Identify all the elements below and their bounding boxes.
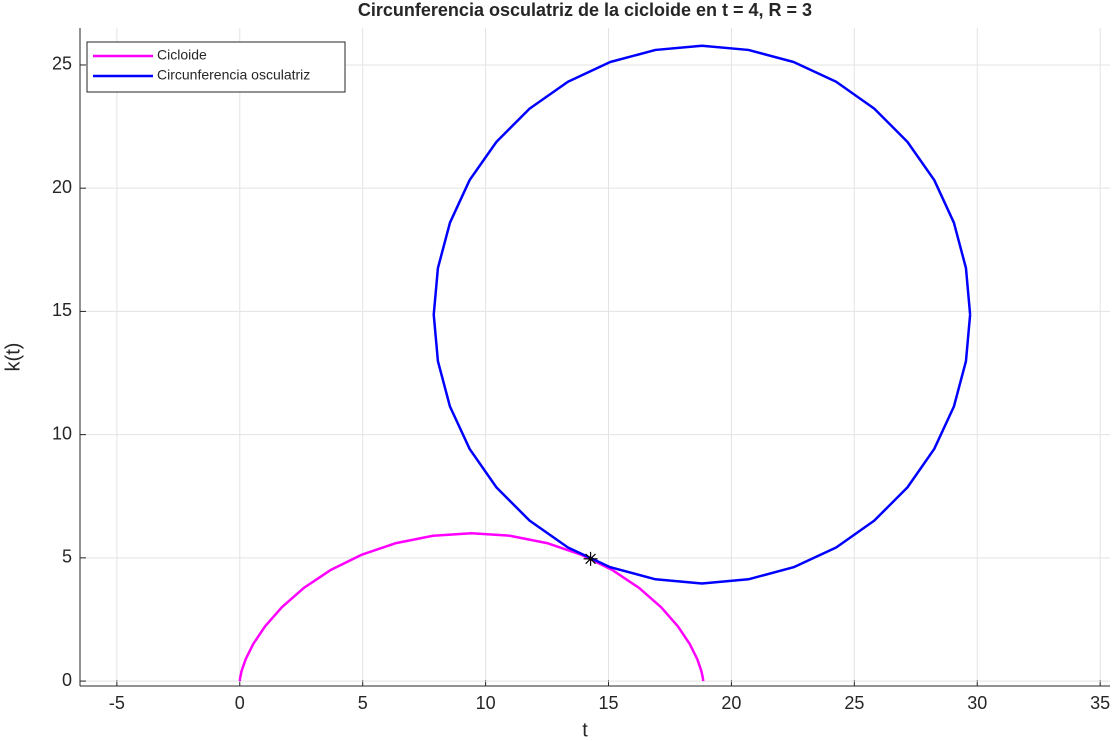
x-tick-label: 25: [844, 693, 864, 713]
legend-label: Cicloide: [157, 47, 207, 63]
x-tick-label: 10: [476, 693, 496, 713]
legend: [86, 41, 346, 93]
plot-area: [80, 28, 1110, 686]
y-tick-label: 15: [52, 300, 72, 320]
x-tick-label: 0: [235, 693, 245, 713]
series-line: [432, 44, 972, 585]
x-axis-label: t: [582, 719, 588, 741]
x-tick-label: 30: [967, 693, 987, 713]
y-axis-label: k(t): [2, 343, 24, 372]
y-tick-label: 25: [52, 54, 72, 74]
series-line: [238, 531, 705, 682]
point-marker: [583, 551, 598, 566]
x-tick-label: 20: [721, 693, 741, 713]
marker-stroke: [585, 553, 596, 565]
x-tick-label: -5: [109, 693, 125, 713]
x-tick-label: 15: [599, 693, 619, 713]
y-tick-label: 5: [62, 547, 72, 567]
y-tick-label: 20: [52, 177, 72, 197]
y-tick-label: 0: [62, 670, 72, 690]
x-tick-label: 5: [358, 693, 368, 713]
chart-title: Circunferencia osculatriz de la cicloide…: [358, 0, 812, 20]
x-tick-label: 35: [1090, 693, 1110, 713]
y-tick-label: 10: [52, 423, 72, 443]
legend-label: Circunferencia osculatriz: [157, 67, 310, 83]
